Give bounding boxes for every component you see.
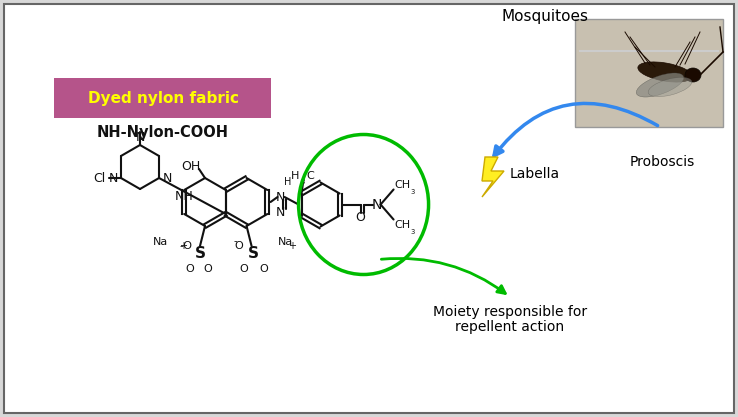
Text: N: N [276, 191, 286, 203]
Text: $_3$: $_3$ [410, 186, 415, 196]
Text: Cl: Cl [93, 171, 105, 184]
Text: Proboscis: Proboscis [630, 155, 695, 169]
Text: N: N [162, 171, 172, 184]
Ellipse shape [638, 62, 692, 82]
Text: NH-Nylon-COOH: NH-Nylon-COOH [97, 125, 229, 140]
Text: Mosquitoes: Mosquitoes [502, 9, 588, 24]
Text: CH: CH [395, 179, 410, 189]
Ellipse shape [636, 73, 683, 97]
Text: O: O [235, 241, 244, 251]
Text: N: N [135, 131, 145, 143]
FancyArrowPatch shape [494, 103, 658, 156]
Text: S: S [195, 246, 205, 261]
Text: Labella: Labella [510, 167, 560, 181]
Text: N: N [276, 206, 286, 219]
Text: O: O [356, 211, 365, 224]
Ellipse shape [648, 77, 692, 97]
Text: N: N [371, 198, 382, 211]
Text: -O: -O [179, 241, 192, 251]
FancyBboxPatch shape [4, 4, 734, 413]
Text: O: O [259, 264, 268, 274]
Ellipse shape [685, 68, 701, 82]
Text: +: + [179, 241, 187, 251]
Text: O: O [186, 264, 194, 274]
Text: Na: Na [277, 237, 293, 247]
Text: Moiety responsible for: Moiety responsible for [433, 305, 587, 319]
Text: $_3$: $_3$ [410, 226, 415, 236]
Text: H: H [292, 171, 300, 181]
Text: +: + [288, 241, 296, 251]
Polygon shape [482, 157, 504, 197]
Text: N: N [108, 171, 117, 184]
Text: H: H [284, 176, 292, 186]
Text: O: O [204, 264, 213, 274]
FancyArrowPatch shape [382, 259, 506, 294]
Text: S: S [248, 246, 259, 261]
Text: -: - [234, 236, 238, 246]
Text: CH: CH [395, 219, 410, 229]
Text: OH: OH [182, 159, 201, 173]
FancyBboxPatch shape [575, 19, 723, 127]
FancyBboxPatch shape [54, 78, 271, 118]
Text: O: O [239, 264, 248, 274]
Text: C: C [306, 171, 314, 181]
Text: Na: Na [153, 237, 168, 247]
Text: repellent action: repellent action [455, 320, 565, 334]
Text: Dyed nylon fabric: Dyed nylon fabric [88, 90, 238, 106]
Text: $_3$: $_3$ [300, 176, 306, 186]
Text: NH: NH [175, 189, 194, 203]
